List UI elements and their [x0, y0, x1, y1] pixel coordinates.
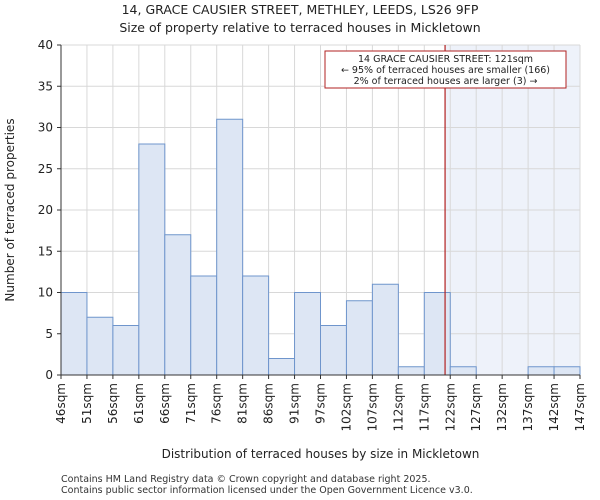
- bar-56sqm: [112, 325, 140, 376]
- x-tick-label: 117sqm: [417, 383, 431, 431]
- x-tick-label: 91sqm: [288, 383, 302, 424]
- bar-117sqm: [423, 292, 451, 376]
- bar-97sqm: [320, 325, 347, 376]
- x-tick-label: 127sqm: [469, 383, 483, 431]
- x-tick-label: 76sqm: [210, 383, 224, 424]
- annotation-line-1: 14 GRACE CAUSIER STREET: 121sqm: [358, 54, 533, 65]
- footer-line-2: Contains public sector information licen…: [61, 485, 473, 496]
- bar-102sqm: [345, 300, 373, 376]
- y-tick-label: 25: [38, 162, 53, 176]
- y-tick-label: 5: [45, 327, 53, 341]
- y-tick-label: 40: [38, 38, 53, 52]
- x-tick-label: 97sqm: [314, 383, 328, 424]
- bar-137sqm: [527, 366, 555, 376]
- bar-66sqm: [164, 234, 192, 376]
- footer-line-1: Contains HM Land Registry data © Crown c…: [61, 474, 431, 485]
- bar-81sqm: [242, 275, 270, 376]
- x-tick-label: 61sqm: [132, 383, 146, 424]
- x-tick-label: 132sqm: [495, 383, 509, 431]
- x-tick-label: 142sqm: [547, 383, 561, 431]
- bar-122sqm: [449, 366, 477, 376]
- y-tick-label: 20: [38, 203, 53, 217]
- y-tick-label: 0: [45, 368, 53, 382]
- chart-title: 14, GRACE CAUSIER STREET, METHLEY, LEEDS…: [121, 2, 479, 17]
- bar-142sqm: [553, 366, 581, 376]
- y-tick-label: 10: [38, 286, 53, 300]
- y-axis-title: Number of terraced properties: [3, 118, 17, 301]
- y-tick-label: 35: [38, 79, 53, 93]
- bar-76sqm: [216, 118, 244, 376]
- annotation-line-3: 2% of terraced houses are larger (3) →: [354, 76, 538, 87]
- y-tick-label: 30: [38, 121, 53, 135]
- x-tick-label: 46sqm: [54, 383, 68, 424]
- bar-86sqm: [268, 358, 296, 376]
- bar-112sqm: [397, 366, 425, 376]
- bar-61sqm: [138, 143, 166, 376]
- x-tick-label: 107sqm: [365, 383, 379, 431]
- x-tick-label: 102sqm: [339, 383, 353, 431]
- bar-51sqm: [86, 316, 114, 376]
- x-tick-label: 51sqm: [80, 383, 94, 424]
- x-tick-label: 71sqm: [184, 383, 198, 424]
- annotation-box: [324, 50, 567, 89]
- x-tick-label: 137sqm: [521, 383, 535, 431]
- bar-46sqm: [60, 292, 88, 376]
- bar-107sqm: [371, 283, 399, 376]
- x-tick-label: 66sqm: [158, 383, 172, 424]
- x-tick-label: 86sqm: [262, 383, 276, 424]
- y-tick-label: 15: [38, 244, 53, 258]
- x-tick-label: 122sqm: [443, 383, 457, 431]
- bar-71sqm: [190, 275, 218, 376]
- x-tick-label: 81sqm: [236, 383, 250, 424]
- x-tick-label: 147sqm: [573, 383, 587, 431]
- x-axis-title: Distribution of terraced houses by size …: [162, 447, 480, 461]
- chart-subtitle: Size of property relative to terraced ho…: [119, 20, 481, 35]
- bar-91sqm: [294, 292, 321, 376]
- annotation-line-2: ← 95% of terraced houses are smaller (16…: [341, 65, 550, 76]
- x-tick-label: 56sqm: [106, 383, 120, 424]
- x-tick-label: 112sqm: [391, 383, 405, 431]
